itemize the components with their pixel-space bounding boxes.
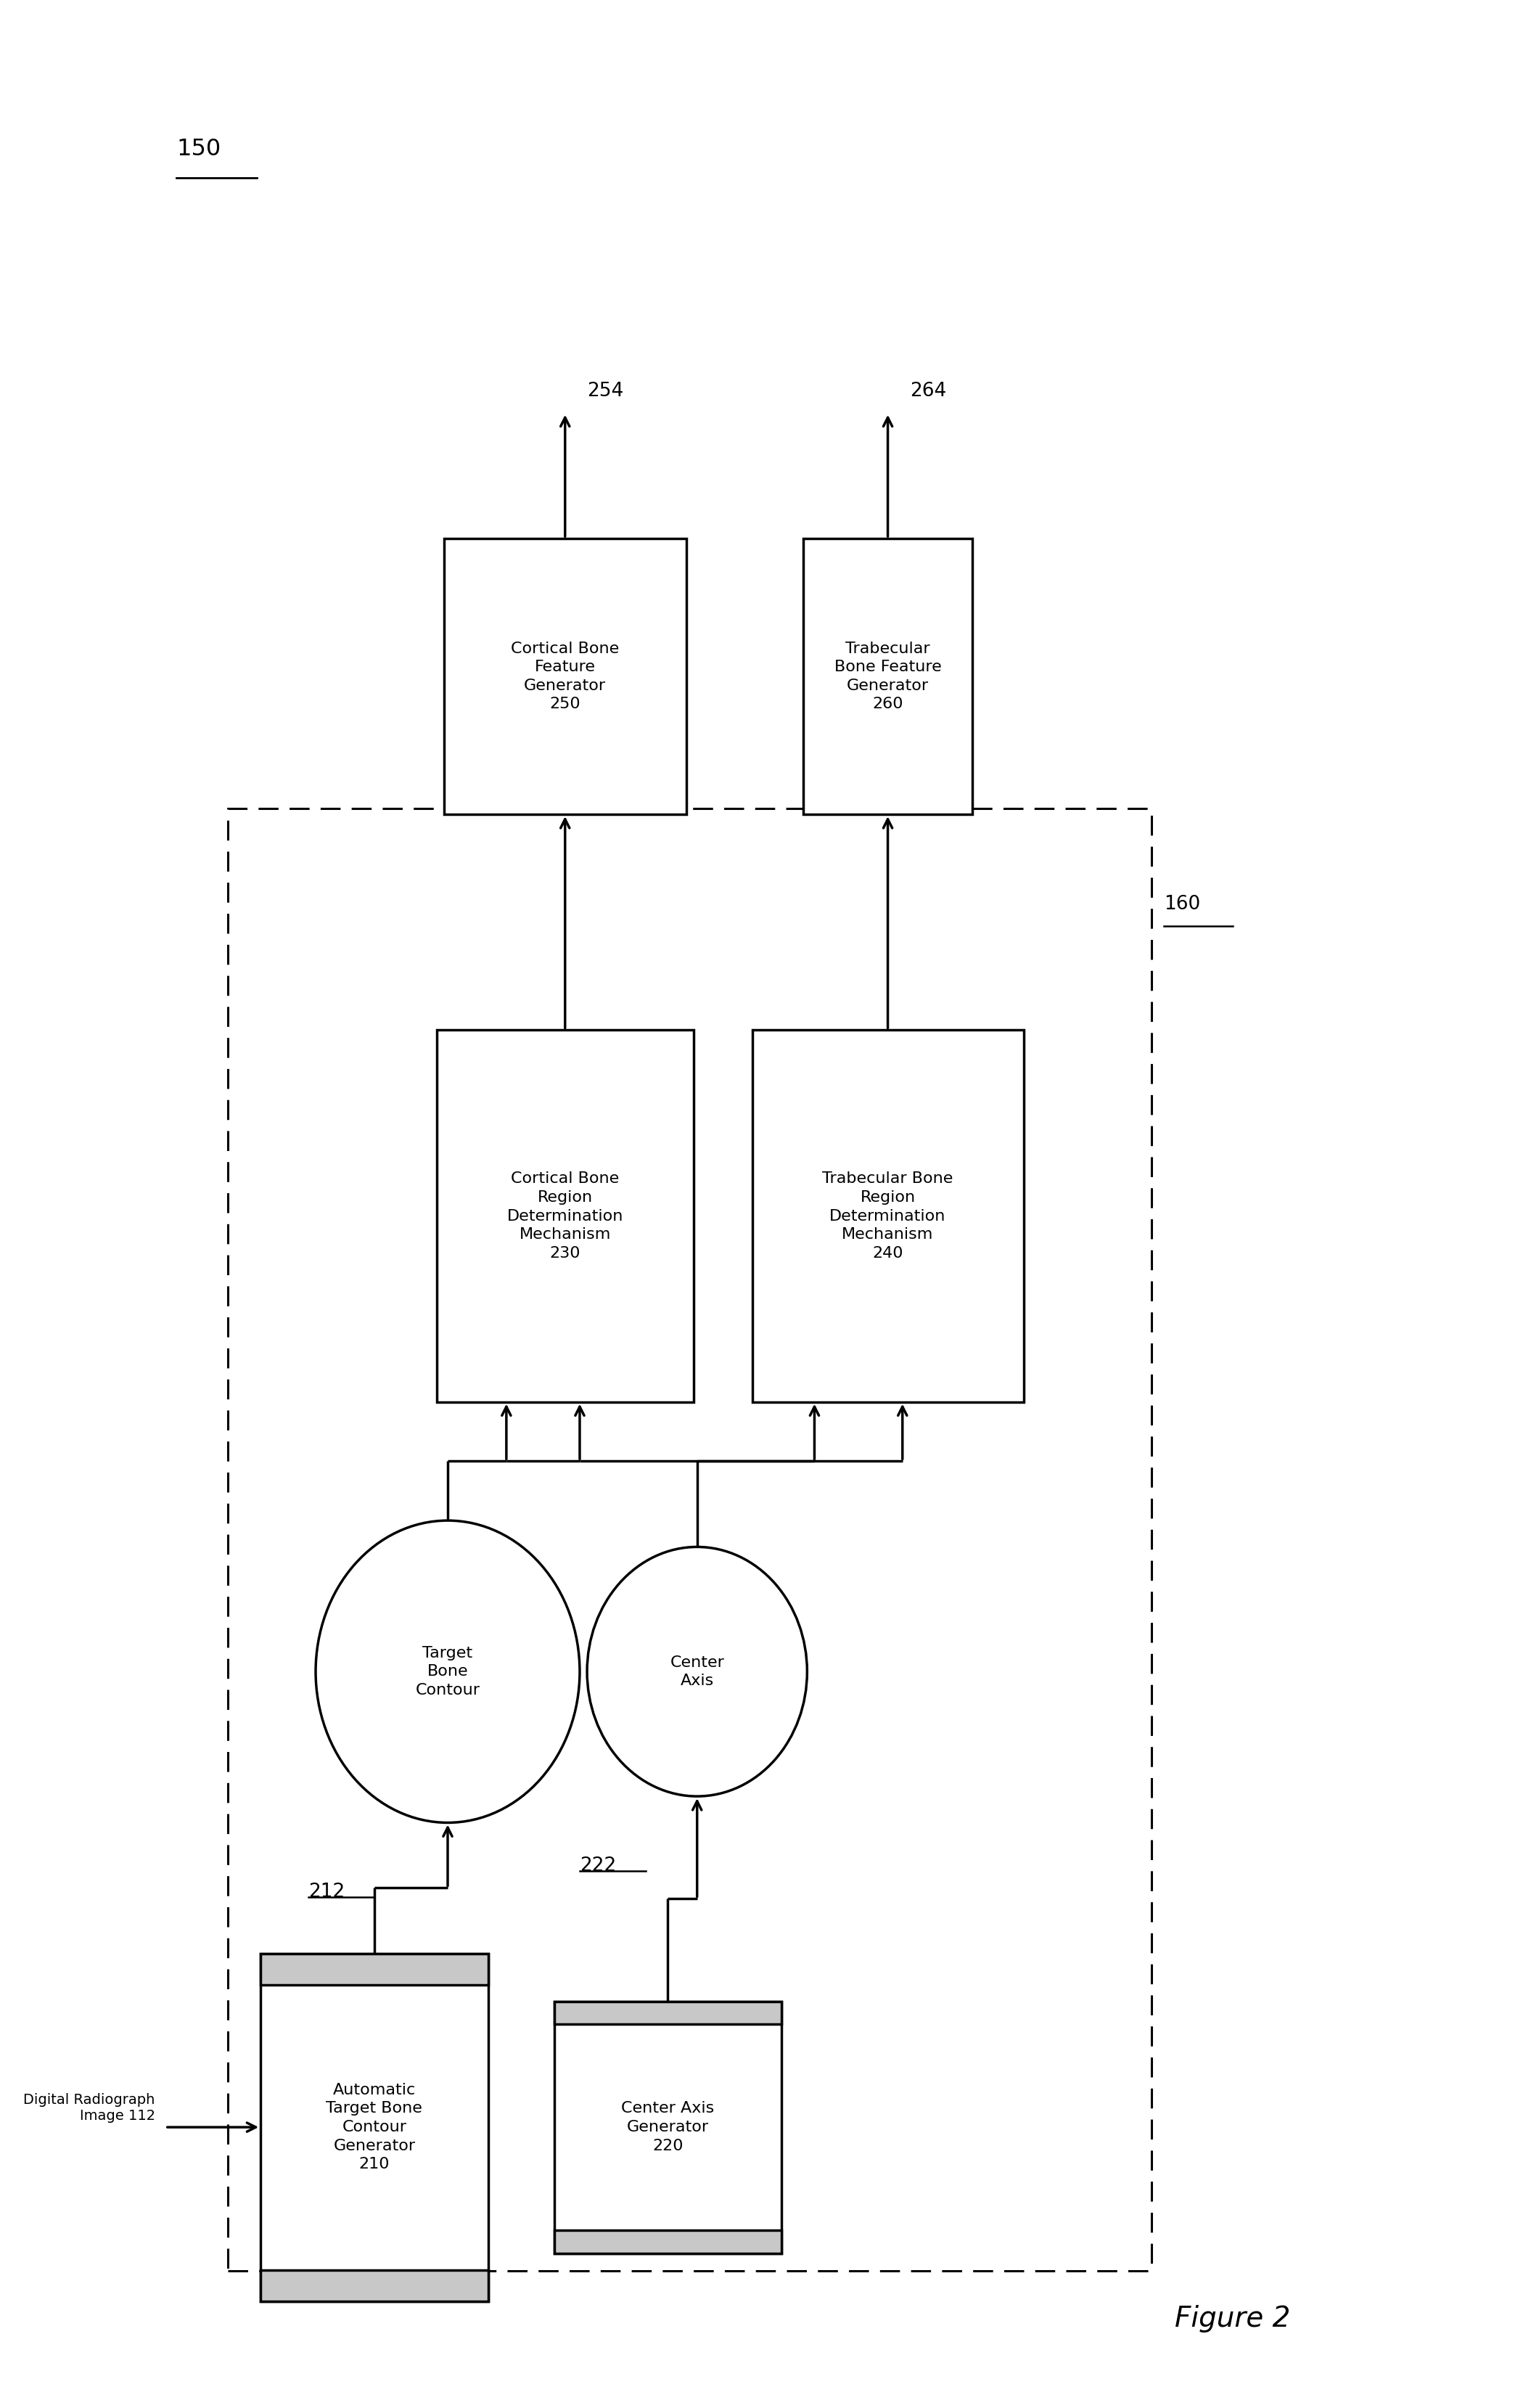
Text: Figure 2: Figure 2 [1174, 2304, 1291, 2333]
Bar [260, 1953, 488, 2302]
Text: Digital Radiograph
Image 112: Digital Radiograph Image 112 [23, 2093, 155, 2124]
Bar [444, 539, 686, 814]
Text: Center Axis
Generator
220: Center Axis Generator 220 [622, 2102, 715, 2153]
Bar [804, 539, 972, 814]
Ellipse shape [586, 1546, 807, 1796]
Bar [554, 2230, 781, 2254]
Text: 160: 160 [1164, 896, 1200, 913]
Text: Center
Axis: Center Axis [671, 1654, 724, 1688]
Text: 264: 264 [909, 383, 946, 400]
Text: Cortical Bone
Feature
Generator
250: Cortical Bone Feature Generator 250 [511, 641, 619, 713]
Bar [554, 2001, 781, 2025]
Text: Trabecular Bone
Region
Determination
Mechanism
240: Trabecular Bone Region Determination Mec… [822, 1173, 954, 1259]
Text: Target
Bone
Contour: Target Bone Contour [415, 1645, 481, 1698]
Bar [554, 2001, 781, 2254]
Text: Trabecular
Bone Feature
Generator
260: Trabecular Bone Feature Generator 260 [834, 641, 942, 713]
Text: Cortical Bone
Region
Determination
Mechanism
230: Cortical Bone Region Determination Mecha… [507, 1173, 623, 1259]
Text: Automatic
Target Bone
Contour
Generator
210: Automatic Target Bone Contour Generator … [326, 2083, 423, 2172]
Text: 222: 222 [580, 1857, 615, 1876]
Bar [260, 1953, 488, 1984]
Ellipse shape [315, 1519, 580, 1823]
Bar [228, 809, 1151, 2271]
Bar [436, 1031, 694, 1401]
Text: 254: 254 [586, 383, 623, 400]
Bar [752, 1031, 1024, 1401]
Bar [260, 2271, 488, 2302]
Text: 150: 150 [176, 137, 220, 161]
Text: 212: 212 [308, 1883, 344, 1902]
